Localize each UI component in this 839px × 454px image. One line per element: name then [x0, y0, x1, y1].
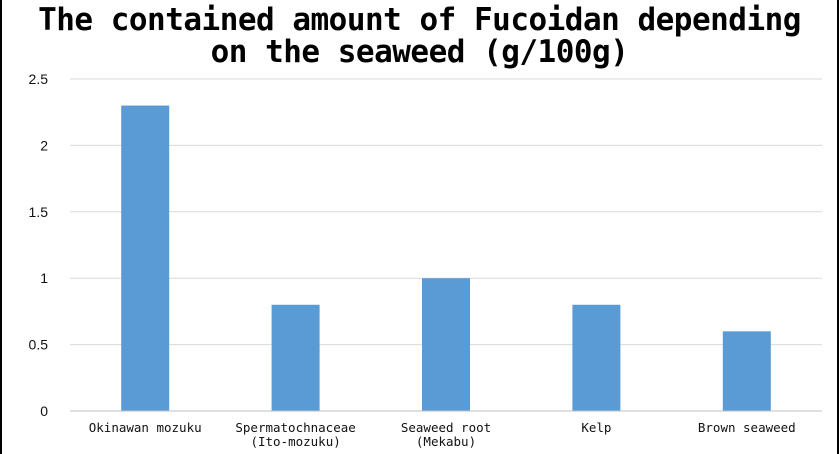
y-tick-label: 0.5	[29, 337, 49, 353]
x-category-label: Brown seaweed	[698, 420, 796, 435]
x-category-label: Spermatochnaceae	[235, 420, 355, 435]
chart-title: The contained amount of Fucoidan dependi…	[38, 2, 801, 70]
x-axis-categories: Okinawan mozuku Spermatochnaceae(Ito-mozu…	[89, 420, 796, 449]
y-tick-label: 2	[40, 137, 48, 153]
x-category-label: (Ito-mozuku)	[250, 434, 340, 449]
x-category-label: Kelp	[581, 420, 611, 435]
y-tick-label: 1.5	[29, 204, 49, 220]
bar	[121, 105, 170, 411]
x-category-label: Seaweed root	[401, 420, 491, 435]
y-tick-label: 0	[40, 403, 48, 419]
bars	[121, 105, 771, 411]
y-axis-ticks: 0 0.5 1 1.5 2 2.5	[29, 71, 49, 419]
y-tick-label: 1	[40, 270, 48, 286]
bar	[722, 331, 771, 411]
bar	[271, 304, 320, 411]
x-category-label: (Mekabu)	[416, 434, 476, 449]
x-category-label: Okinawan mozuku	[89, 420, 202, 435]
bar	[572, 304, 621, 411]
bar	[422, 278, 470, 411]
y-tick-label: 2.5	[29, 71, 49, 87]
